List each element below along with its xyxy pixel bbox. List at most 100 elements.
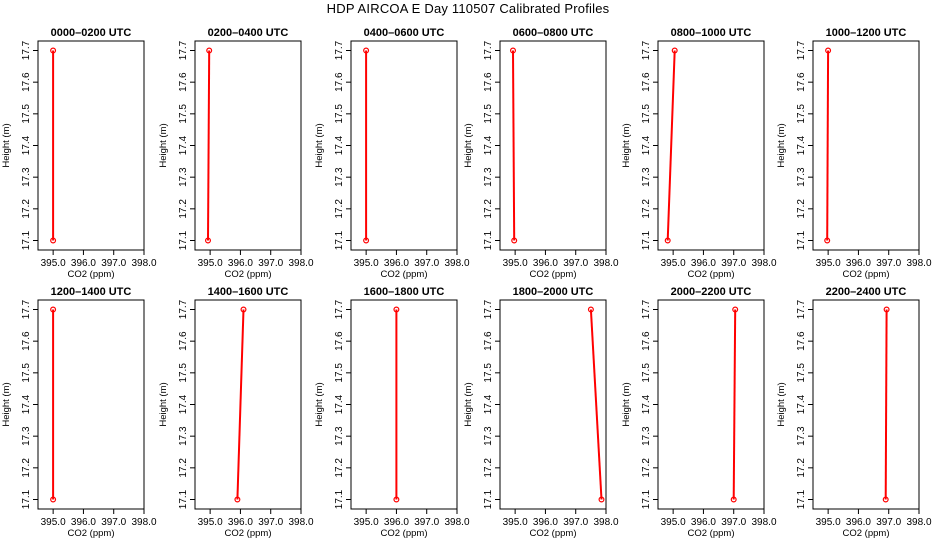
y-tick-label: 17.7 xyxy=(483,299,494,319)
x-tick-label: 398.0 xyxy=(751,517,776,528)
y-tick-label: 17.6 xyxy=(796,72,807,92)
y-tick-label: 17.5 xyxy=(21,104,32,124)
y-axis-label: Height (m) xyxy=(463,123,474,167)
y-tick-label: 17.7 xyxy=(641,40,652,60)
y-tick-label: 17.7 xyxy=(796,299,807,319)
y-tick-label: 17.3 xyxy=(483,167,494,187)
panel-6: 1000–1200 UTC 395.0 396.0 397.0 398.0 17.1 17.… xyxy=(776,27,932,280)
panel-title: 2200–2400 UTC xyxy=(826,286,907,298)
data-point xyxy=(510,47,517,54)
x-tick-label: 397.0 xyxy=(414,517,439,528)
y-tick-label: 17.7 xyxy=(334,299,345,319)
x-axis-label: CO2 (ppm) xyxy=(381,528,428,539)
x-tick-label: 398.0 xyxy=(131,517,156,528)
x-tick-label: 396.0 xyxy=(691,258,716,269)
y-tick-label: 17.1 xyxy=(483,230,494,250)
y-tick-label: 17.3 xyxy=(796,426,807,446)
y-tick-label: 17.5 xyxy=(796,104,807,124)
y-axis-label: Height (m) xyxy=(314,123,325,167)
panel-7: 1200–1400 UTC 395.0 396.0 397.0 398.0 17.1 17.… xyxy=(1,286,157,539)
y-axis-label: Height (m) xyxy=(1,382,12,426)
y-tick-label: 17.6 xyxy=(178,331,189,351)
y-axis-label: Height (m) xyxy=(158,123,169,167)
x-tick-label: 396.0 xyxy=(533,258,558,269)
panel-title: 2000–2200 UTC xyxy=(671,286,752,298)
y-tick-label: 17.1 xyxy=(334,489,345,509)
y-tick-label: 17.6 xyxy=(641,331,652,351)
y-tick-label: 17.4 xyxy=(178,135,189,155)
y-tick-label: 17.2 xyxy=(21,458,32,478)
x-tick-label: 398.0 xyxy=(593,517,618,528)
profile-line xyxy=(666,50,676,241)
plot-frame xyxy=(499,40,607,251)
x-tick-label: 396.0 xyxy=(384,258,409,269)
data-point xyxy=(206,47,213,54)
x-tick-label: 395.0 xyxy=(503,258,528,269)
y-tick-label: 17.1 xyxy=(641,230,652,250)
data-point xyxy=(664,237,671,244)
data-point xyxy=(393,496,400,503)
x-tick-label: 397.0 xyxy=(563,517,588,528)
y-axis-label: Height (m) xyxy=(1,123,12,167)
y-tick-label: 17.4 xyxy=(796,394,807,414)
data-point xyxy=(240,306,247,313)
x-tick-label: 395.0 xyxy=(41,517,66,528)
plot-frame xyxy=(812,299,920,510)
x-tick-label: 398.0 xyxy=(131,258,156,269)
y-tick-label: 17.4 xyxy=(796,135,807,155)
y-tick-label: 17.5 xyxy=(641,104,652,124)
x-tick-label: 397.0 xyxy=(721,258,746,269)
x-axis-label: CO2 (ppm) xyxy=(381,269,428,280)
y-tick-label: 17.3 xyxy=(178,426,189,446)
x-tick-label: 397.0 xyxy=(721,517,746,528)
page-title: HDP AIRCOA E Day 110507 Calibrated Profi… xyxy=(326,1,610,16)
y-tick-label: 17.7 xyxy=(178,40,189,60)
y-tick-label: 17.4 xyxy=(334,394,345,414)
x-tick-label: 395.0 xyxy=(198,258,223,269)
data-point xyxy=(825,47,832,54)
x-tick-label: 395.0 xyxy=(354,517,379,528)
y-tick-label: 17.5 xyxy=(796,363,807,383)
y-tick-label: 17.1 xyxy=(483,489,494,509)
y-tick-label: 17.4 xyxy=(641,394,652,414)
panel-2: 0200–0400 UTC 395.0 396.0 397.0 398.0 17.1 17.… xyxy=(158,27,314,280)
panel-title: 0800–1000 UTC xyxy=(671,27,752,39)
panel-title: 0600–0800 UTC xyxy=(513,27,594,39)
y-tick-label: 17.2 xyxy=(178,458,189,478)
y-tick-label: 17.7 xyxy=(334,40,345,60)
y-tick-label: 17.3 xyxy=(796,167,807,187)
y-tick-label: 17.2 xyxy=(178,199,189,219)
x-tick-label: 395.0 xyxy=(503,517,528,528)
x-tick-label: 396.0 xyxy=(228,517,253,528)
panel-title: 1600–1800 UTC xyxy=(364,286,445,298)
x-tick-label: 396.0 xyxy=(228,258,253,269)
x-tick-label: 397.0 xyxy=(258,258,283,269)
data-point xyxy=(883,306,890,313)
y-tick-label: 17.2 xyxy=(641,458,652,478)
panel-title: 1400–1600 UTC xyxy=(208,286,289,298)
y-tick-label: 17.1 xyxy=(178,230,189,250)
x-tick-label: 395.0 xyxy=(816,517,841,528)
plot-frame xyxy=(350,299,458,510)
y-tick-label: 17.7 xyxy=(641,299,652,319)
y-tick-label: 17.4 xyxy=(641,135,652,155)
x-axis-label: CO2 (ppm) xyxy=(688,269,735,280)
y-tick-label: 17.5 xyxy=(483,363,494,383)
x-axis-label: CO2 (ppm) xyxy=(530,528,577,539)
y-tick-label: 17.6 xyxy=(483,72,494,92)
y-tick-label: 17.1 xyxy=(21,489,32,509)
y-tick-label: 17.1 xyxy=(178,489,189,509)
y-tick-label: 17.3 xyxy=(334,426,345,446)
y-axis-label: Height (m) xyxy=(621,123,632,167)
y-tick-label: 17.5 xyxy=(178,363,189,383)
x-tick-label: 398.0 xyxy=(288,258,313,269)
y-tick-label: 17.3 xyxy=(641,426,652,446)
x-tick-label: 398.0 xyxy=(288,517,313,528)
y-tick-label: 17.5 xyxy=(641,363,652,383)
y-tick-label: 17.2 xyxy=(796,199,807,219)
y-tick-label: 17.6 xyxy=(334,72,345,92)
x-tick-label: 395.0 xyxy=(661,258,686,269)
x-tick-label: 396.0 xyxy=(846,258,871,269)
y-tick-label: 17.4 xyxy=(483,394,494,414)
y-tick-label: 17.5 xyxy=(334,104,345,124)
